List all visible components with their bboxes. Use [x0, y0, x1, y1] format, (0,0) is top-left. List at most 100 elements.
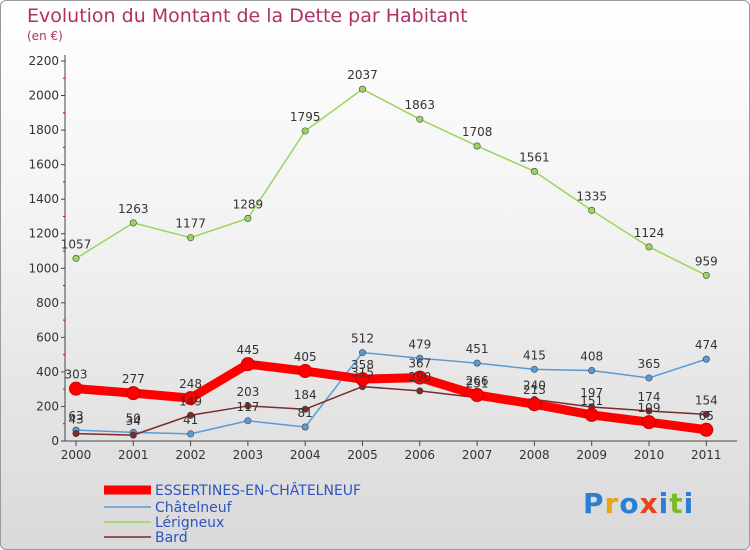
- y-tick-label: 1600: [28, 158, 59, 172]
- data-label: 203: [236, 385, 259, 399]
- data-point: [645, 243, 653, 251]
- data-point: [702, 271, 710, 279]
- data-point: [416, 115, 424, 123]
- data-label: 184: [294, 388, 317, 402]
- data-point: [584, 407, 599, 422]
- data-point: [355, 372, 370, 387]
- data-label: 445: [236, 343, 259, 357]
- x-tick-label: 2004: [290, 448, 321, 462]
- data-label: 248: [179, 377, 202, 391]
- data-label: 365: [638, 357, 661, 371]
- data-point: [530, 167, 538, 175]
- data-point: [473, 142, 481, 150]
- data-label: 197: [580, 386, 603, 400]
- data-label: 1795: [290, 110, 321, 124]
- data-label: 1289: [233, 197, 264, 211]
- data-label: 43: [68, 413, 83, 427]
- data-label: 408: [580, 350, 603, 364]
- data-label: 2037: [347, 68, 378, 82]
- data-label: 251: [466, 377, 489, 391]
- data-label: 479: [408, 337, 431, 351]
- data-point: [301, 127, 309, 135]
- data-point: [240, 357, 255, 372]
- data-point: [72, 430, 80, 438]
- data-label: 1561: [519, 150, 550, 164]
- y-tick-label: 1800: [28, 123, 59, 137]
- data-point: [527, 397, 542, 412]
- logo-letter: o: [619, 487, 640, 520]
- y-tick-label: 800: [36, 296, 59, 310]
- data-point: [642, 415, 656, 430]
- x-tick-label: 2011: [691, 448, 722, 462]
- chart-subtitle: (en €): [27, 29, 63, 43]
- data-point: [473, 359, 481, 367]
- data-point: [530, 365, 538, 373]
- data-label: 959: [695, 254, 718, 268]
- legend-label: Lérigneux: [155, 515, 224, 531]
- y-tick-label: 200: [36, 399, 59, 413]
- data-label: 1335: [576, 189, 607, 203]
- data-point: [702, 410, 710, 418]
- proxiti-logo[interactable]: Proxiti: [583, 487, 694, 520]
- data-point: [244, 214, 252, 222]
- data-label: 512: [351, 332, 374, 346]
- data-label: 405: [294, 350, 317, 364]
- data-point: [244, 402, 252, 410]
- data-point: [129, 219, 137, 227]
- data-label: 358: [351, 358, 374, 372]
- data-label: 34: [126, 414, 141, 428]
- chart-title: Evolution du Montant de la Dette par Hab…: [27, 5, 468, 27]
- logo-letter: i: [658, 487, 670, 520]
- y-tick-label: 0: [51, 434, 59, 448]
- data-point: [187, 234, 195, 242]
- data-point: [183, 391, 198, 406]
- series-line: [75, 351, 708, 435]
- data-point: [470, 388, 485, 403]
- data-point: [645, 374, 653, 382]
- data-point: [412, 370, 427, 385]
- legend-label: Bard: [155, 530, 188, 546]
- series-line: [71, 359, 711, 435]
- y-tick-label: 2200: [28, 54, 59, 68]
- data-point: [699, 422, 714, 437]
- y-tick-label: 2000: [28, 89, 59, 103]
- data-label: 213: [523, 383, 546, 397]
- data-label: 1124: [634, 226, 665, 240]
- x-tick-label: 2005: [347, 448, 378, 462]
- data-point: [301, 405, 309, 413]
- data-label: 451: [466, 342, 489, 356]
- data-label: 266: [466, 374, 489, 388]
- x-tick-label: 2000: [61, 448, 92, 462]
- data-label: 277: [122, 372, 145, 386]
- data-label: 1708: [462, 125, 493, 139]
- data-point: [126, 386, 141, 401]
- data-point: [187, 411, 195, 419]
- data-label: 41: [183, 413, 198, 427]
- x-tick-label: 2001: [118, 448, 149, 462]
- data-label: 240: [523, 379, 546, 393]
- data-label: 81: [298, 406, 313, 420]
- series-line: [75, 88, 708, 277]
- data-label: 290: [408, 370, 431, 384]
- data-label: 474: [695, 338, 718, 352]
- data-point: [69, 381, 83, 396]
- x-tick-label: 2003: [233, 448, 264, 462]
- data-label: 303: [65, 368, 88, 382]
- data-label: 1177: [175, 217, 206, 231]
- data-label: 154: [695, 393, 718, 407]
- logo-letter: P: [583, 487, 605, 520]
- data-point: [358, 85, 366, 93]
- data-point: [358, 349, 366, 357]
- data-label: 415: [523, 348, 546, 362]
- logo-letter: r: [604, 487, 620, 520]
- x-tick-label: 2007: [462, 448, 493, 462]
- y-tick-label: 1000: [28, 261, 59, 275]
- y-tick-label: 1200: [28, 227, 59, 241]
- data-label: 65: [699, 409, 714, 423]
- data-point: [72, 254, 80, 262]
- data-point: [588, 206, 596, 214]
- data-label: 1057: [61, 237, 92, 251]
- logo-letter: x: [639, 487, 659, 520]
- y-tick-label: 1400: [28, 192, 59, 206]
